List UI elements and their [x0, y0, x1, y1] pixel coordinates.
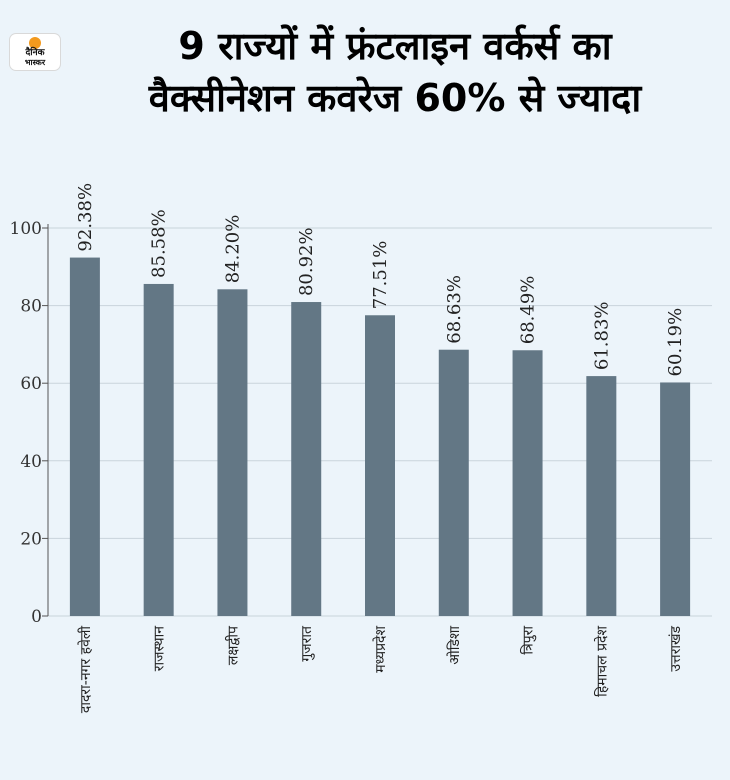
data-label: 77.51% — [370, 241, 391, 310]
category-label: उत्तराखंड — [668, 625, 684, 671]
data-label: 60.19% — [665, 308, 686, 377]
category-label: दादरा-नगर हवेली — [77, 626, 94, 713]
y-tick-label: 40 — [20, 452, 42, 472]
y-tick-label: 60 — [20, 374, 42, 394]
category-label: गुजरात — [299, 625, 315, 662]
data-label: 85.58% — [149, 209, 170, 278]
bar — [512, 350, 543, 616]
category-label: ओडिशा — [446, 626, 463, 665]
bar — [69, 257, 100, 616]
bar — [291, 302, 322, 616]
chart-title: 9 राज्यों में फ्रंटलाइन वर्कर्स का वैक्स… — [70, 20, 720, 124]
logo-sun-icon — [29, 37, 41, 49]
data-label: 80.92% — [296, 227, 317, 296]
logo-line2: भास्कर — [24, 58, 46, 67]
bar — [143, 283, 174, 616]
bar — [438, 349, 469, 616]
data-label: 68.63% — [444, 275, 465, 344]
y-tick-label: 80 — [20, 297, 42, 317]
data-label: 92.38% — [75, 183, 96, 252]
y-tick-label: 100 — [10, 219, 42, 239]
category-label: लक्षद्वीप — [224, 625, 241, 665]
chart-title-line1: 9 राज्यों में फ्रंटलाइन वर्कर्स का — [178, 24, 612, 68]
data-label: 61.83% — [591, 301, 612, 370]
y-tick-label: 20 — [20, 529, 42, 549]
bar — [586, 376, 617, 616]
data-label: 68.49% — [518, 276, 539, 345]
category-label: राजस्थान — [152, 626, 168, 671]
bar — [660, 382, 691, 616]
category-label: त्रिपुरा — [520, 626, 537, 655]
bar — [217, 289, 248, 616]
data-label: 84.20% — [222, 215, 243, 284]
category-label: मध्यप्रदेश — [372, 626, 389, 673]
category-label: हिमाचल प्रदेश — [593, 626, 610, 697]
chart-title-line2: वैक्सीनेशन कवरेज 60% से ज्यादा — [148, 76, 642, 120]
bar — [365, 315, 395, 616]
y-tick-label: 0 — [31, 607, 42, 627]
dainik-bhaskar-logo: दैनिक भास्कर — [10, 34, 60, 70]
logo-line1: दैनिक — [25, 48, 45, 58]
